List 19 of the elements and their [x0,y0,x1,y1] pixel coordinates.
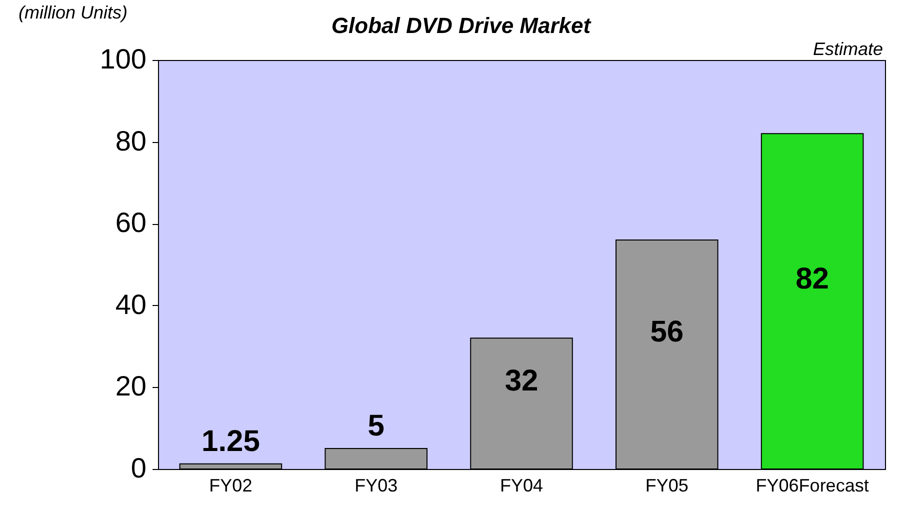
x-tick-label: FY02 [209,476,252,496]
data-label: 82 [796,262,829,296]
data-label: 1.25 [202,424,260,458]
y-tick-label: 80 [115,125,146,156]
y-tick-label: 40 [115,288,146,320]
data-label: 32 [504,364,538,398]
data-label: 5 [368,410,384,443]
y-tick-label: 20 [115,370,146,402]
y-tick-label: 100 [100,44,146,74]
y-axis-title: (million Units) [18,2,128,22]
x-tick-label: FY03 [354,476,398,496]
chart-title: Global DVD Drive Market [331,13,592,38]
y-tick-label: 60 [115,207,146,238]
x-tick-label: FY04 [500,476,544,496]
data-label: 56 [650,315,684,348]
x-tick-label: FY05 [645,476,688,496]
x-tick-label: FY06Forecast [756,476,869,496]
text: Estimate [812,39,883,59]
y-tick-label: 0 [130,452,146,484]
